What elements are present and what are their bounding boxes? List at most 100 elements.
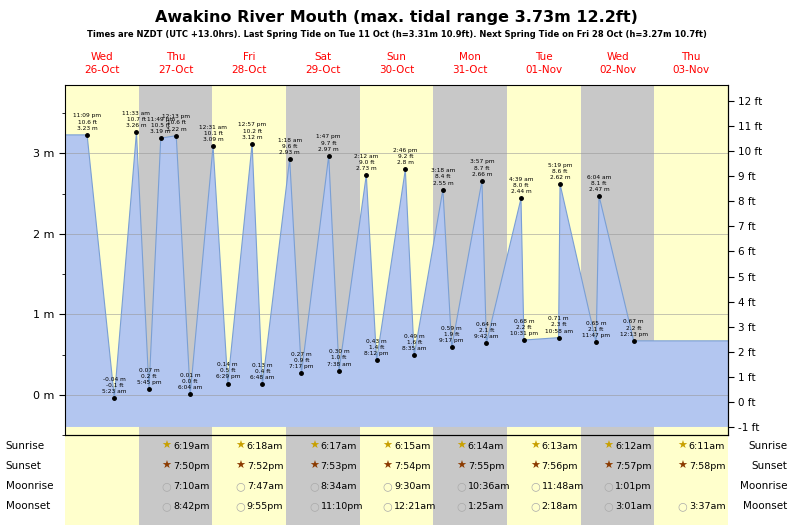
Text: 6:17am: 6:17am [320,442,357,451]
Text: ○: ○ [530,501,540,511]
Text: Sun: Sun [386,52,407,62]
Text: ★: ★ [162,441,171,452]
Text: 4:39 am
8.0 ft
2.44 m: 4:39 am 8.0 ft 2.44 m [509,177,533,194]
Text: 7:50pm: 7:50pm [173,461,209,471]
Text: 0.43 m
1.4 ft
8:12 pm: 0.43 m 1.4 ft 8:12 pm [364,339,389,356]
Text: 5:19 pm
8.6 ft
2.62 m: 5:19 pm 8.6 ft 2.62 m [548,163,573,180]
Text: Moonset: Moonset [6,501,50,511]
Text: 27-Oct: 27-Oct [158,65,193,75]
Text: 12:21am: 12:21am [394,501,436,511]
Text: 1:01pm: 1:01pm [615,481,652,491]
Text: ○: ○ [530,481,540,491]
Text: ★: ★ [456,441,466,452]
Text: 6:18am: 6:18am [247,442,283,451]
Text: 0.64 m
2.1 ft
9:42 am: 0.64 m 2.1 ft 9:42 am [474,322,499,339]
Text: 0.30 m
1.0 ft
7:38 am: 0.30 m 1.0 ft 7:38 am [327,349,351,366]
Text: Moonset: Moonset [743,501,787,511]
Text: 7:57pm: 7:57pm [615,461,652,471]
Text: Tue: Tue [535,52,553,62]
Text: 6:13am: 6:13am [542,442,578,451]
Text: 0.07 m
0.2 ft
5:45 pm: 0.07 m 0.2 ft 5:45 pm [136,368,161,385]
Text: ○: ○ [383,501,393,511]
Text: 1:47 pm
9.7 ft
2.97 m: 1:47 pm 9.7 ft 2.97 m [316,134,341,152]
Text: 6:19am: 6:19am [173,442,209,451]
Text: 7:10am: 7:10am [173,481,209,491]
Text: -0.04 m
-0.1 ft
5:23 am: -0.04 m -0.1 ft 5:23 am [102,376,127,394]
Text: Sunset: Sunset [752,461,787,471]
Text: 29-Oct: 29-Oct [305,65,340,75]
Text: ★: ★ [677,461,688,471]
Text: Thu: Thu [166,52,186,62]
Text: ○: ○ [677,501,688,511]
Text: 6:15am: 6:15am [394,442,431,451]
Text: ○: ○ [236,481,245,491]
Text: 7:56pm: 7:56pm [542,461,578,471]
Text: Sunrise: Sunrise [749,441,787,452]
Text: ○: ○ [457,481,466,491]
Text: 8:34am: 8:34am [320,481,357,491]
Text: 03-Nov: 03-Nov [672,65,710,75]
Text: 7:47am: 7:47am [247,481,283,491]
Text: 0.59 m
1.9 ft
9:17 pm: 0.59 m 1.9 ft 9:17 pm [439,326,464,343]
Text: 2:46 pm
9.2 ft
2.8 m: 2:46 pm 9.2 ft 2.8 m [393,148,418,165]
Text: Sunset: Sunset [6,461,41,471]
Text: 0.65 m
2.1 ft
11:47 pm: 0.65 m 2.1 ft 11:47 pm [582,321,610,339]
Text: 3:37am: 3:37am [689,501,726,511]
Text: ★: ★ [162,461,171,471]
Text: 11:49 pm
10.5 ft
3.19 m: 11:49 pm 10.5 ft 3.19 m [147,117,174,134]
Text: ★: ★ [308,461,319,471]
Text: 11:09 pm
10.6 ft
3.23 m: 11:09 pm 10.6 ft 3.23 m [73,113,102,131]
Bar [213,85,286,435]
Text: 11:10pm: 11:10pm [320,501,363,511]
Text: ★: ★ [308,441,319,452]
Bar [580,85,654,435]
Text: 7:53pm: 7:53pm [320,461,357,471]
Text: 3:01am: 3:01am [615,501,652,511]
Text: 28-Oct: 28-Oct [232,65,267,75]
Text: ○: ○ [309,481,319,491]
Text: 30-Oct: 30-Oct [379,65,414,75]
Text: ★: ★ [530,441,540,452]
Text: Awakino River Mouth (max. tidal range 3.73m 12.2ft): Awakino River Mouth (max. tidal range 3.… [155,10,638,25]
Text: 0.01 m
0.0 ft
6:04 am: 0.01 m 0.0 ft 6:04 am [178,373,202,390]
Text: Thu: Thu [681,52,701,62]
Text: ★: ★ [677,441,688,452]
Text: 12:31 am
10.1 ft
3.09 m: 12:31 am 10.1 ft 3.09 m [199,125,227,142]
Text: 1:25am: 1:25am [468,501,504,511]
Text: ★: ★ [603,441,614,452]
Text: ★: ★ [236,461,245,471]
Text: 0.27 m
0.9 ft
7:17 pm: 0.27 m 0.9 ft 7:17 pm [289,352,314,369]
Text: 12:13 pm
10.6 ft
3.22 m: 12:13 pm 10.6 ft 3.22 m [163,114,190,132]
Text: 7:54pm: 7:54pm [394,461,431,471]
Text: ★: ★ [530,461,540,471]
Text: 10:36am: 10:36am [468,481,510,491]
Text: ○: ○ [309,501,319,511]
Text: 7:55pm: 7:55pm [468,461,504,471]
Text: 31-Oct: 31-Oct [453,65,488,75]
Text: 6:12am: 6:12am [615,442,652,451]
Text: 0.13 m
0.4 ft
6:48 am: 0.13 m 0.4 ft 6:48 am [251,363,274,380]
Text: 0.68 m
2.2 ft
10:31 pm: 0.68 m 2.2 ft 10:31 pm [510,319,538,336]
Text: ○: ○ [162,481,171,491]
Text: 9:30am: 9:30am [394,481,431,491]
Text: Times are NZDT (UTC +13.0hrs). Last Spring Tide on Tue 11 Oct (h=3.31m 10.9ft). : Times are NZDT (UTC +13.0hrs). Last Spri… [86,30,707,39]
Text: ○: ○ [603,481,614,491]
Text: ★: ★ [456,461,466,471]
Text: ○: ○ [383,481,393,491]
Text: 7:52pm: 7:52pm [247,461,283,471]
Text: 01-Nov: 01-Nov [525,65,562,75]
Text: 7:58pm: 7:58pm [689,461,726,471]
Text: 26-Oct: 26-Oct [84,65,120,75]
Text: Moonrise: Moonrise [740,481,787,491]
Text: Fri: Fri [243,52,255,62]
Text: 0.49 m
1.6 ft
8:35 am: 0.49 m 1.6 ft 8:35 am [402,334,427,351]
Text: Wed: Wed [90,52,113,62]
Bar [507,85,580,435]
Text: Moonrise: Moonrise [6,481,53,491]
Bar [286,85,360,435]
Text: ○: ○ [162,501,171,511]
Text: 02-Nov: 02-Nov [599,65,636,75]
Text: Wed: Wed [606,52,629,62]
Text: 1:18 am
9.6 ft
2.93 m: 1:18 am 9.6 ft 2.93 m [278,138,302,155]
Bar [139,85,213,435]
